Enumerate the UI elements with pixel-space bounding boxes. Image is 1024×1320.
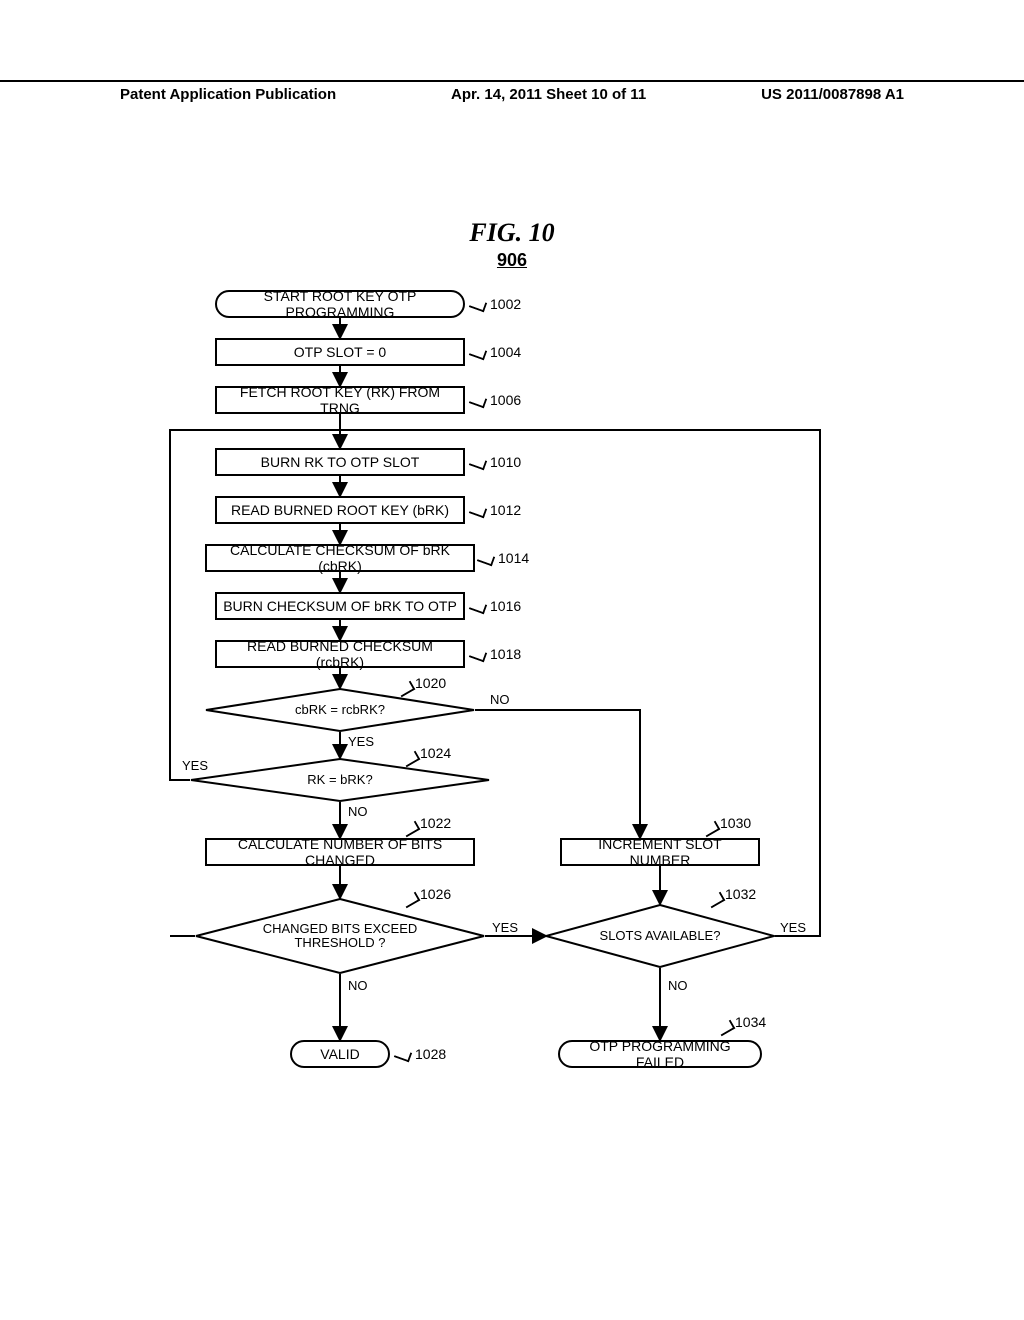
node-1030: INCREMENT SLOT NUMBER [560, 838, 760, 866]
label-yes-1020: YES [348, 734, 374, 749]
node-1018: READ BURNED CHECKSUM (rcbRK) [215, 640, 465, 668]
ref-1010: 1010 [490, 454, 521, 470]
label-yes-1026: YES [492, 920, 518, 935]
ref-1026: 1026 [420, 886, 451, 902]
tick-icon [469, 600, 487, 615]
ref-1022: 1022 [420, 815, 451, 831]
ref-1014: 1014 [498, 550, 529, 566]
node-1022: CALCULATE NUMBER OF BITS CHANGED [205, 838, 475, 866]
ref-1012: 1012 [490, 502, 521, 518]
decision-1026: CHANGED BITS EXCEED THRESHOLD ? [195, 898, 485, 974]
node-start: START ROOT KEY OTP PROGRAMMING [215, 290, 465, 318]
label-no-1024: NO [348, 804, 368, 819]
node-1012: READ BURNED ROOT KEY (bRK) [215, 496, 465, 524]
ref-1020: 1020 [415, 675, 446, 691]
label-no-1032: NO [668, 978, 688, 993]
decision-1032: SLOTS AVAILABLE? [545, 904, 775, 968]
node-failed: OTP PROGRAMMING FAILED [558, 1040, 762, 1068]
tick-icon [469, 298, 487, 313]
tick-icon [469, 346, 487, 361]
ref-1004: 1004 [490, 344, 521, 360]
decision-1020: cbRK = rcbRK? [205, 688, 475, 732]
tick-icon [469, 648, 487, 663]
label-yes-1024: YES [182, 758, 208, 773]
tick-icon [394, 1048, 412, 1063]
ref-1002: 1002 [490, 296, 521, 312]
figure-subtitle: 906 [0, 250, 1024, 271]
ref-1028: 1028 [415, 1046, 446, 1062]
figure-title: FIG. 10 [0, 218, 1024, 248]
ref-1006: 1006 [490, 392, 521, 408]
header-right: US 2011/0087898 A1 [761, 86, 904, 103]
node-1004: OTP SLOT = 0 [215, 338, 465, 366]
tick-icon [717, 1020, 736, 1037]
tick-icon [702, 821, 721, 838]
flowchart-arrows [120, 290, 900, 1210]
ref-1034: 1034 [735, 1014, 766, 1030]
node-1010: BURN RK TO OTP SLOT [215, 448, 465, 476]
label-no-1020: NO [490, 692, 510, 707]
tick-icon [477, 552, 495, 567]
tick-icon [469, 456, 487, 471]
node-1016: BURN CHECKSUM OF bRK TO OTP [215, 592, 465, 620]
node-1014: CALCULATE CHECKSUM OF bRK (cbRK) [205, 544, 475, 572]
node-1006: FETCH ROOT KEY (RK) FROM TRNG [215, 386, 465, 414]
label-no-1026: NO [348, 978, 368, 993]
label-yes-1032: YES [780, 920, 806, 935]
ref-1018: 1018 [490, 646, 521, 662]
page-header: Patent Application Publication Apr. 14, … [0, 80, 1024, 103]
decision-1024: RK = bRK? [190, 758, 490, 802]
ref-1032: 1032 [725, 886, 756, 902]
header-left: Patent Application Publication [120, 86, 336, 103]
tick-icon [402, 821, 421, 838]
ref-1030: 1030 [720, 815, 751, 831]
tick-icon [469, 394, 487, 409]
ref-1016: 1016 [490, 598, 521, 614]
flowchart-canvas: START ROOT KEY OTP PROGRAMMING 1002 OTP … [120, 290, 900, 1210]
tick-icon [469, 504, 487, 519]
header-center: Apr. 14, 2011 Sheet 10 of 11 [451, 86, 646, 103]
ref-1024: 1024 [420, 745, 451, 761]
node-valid: VALID [290, 1040, 390, 1068]
